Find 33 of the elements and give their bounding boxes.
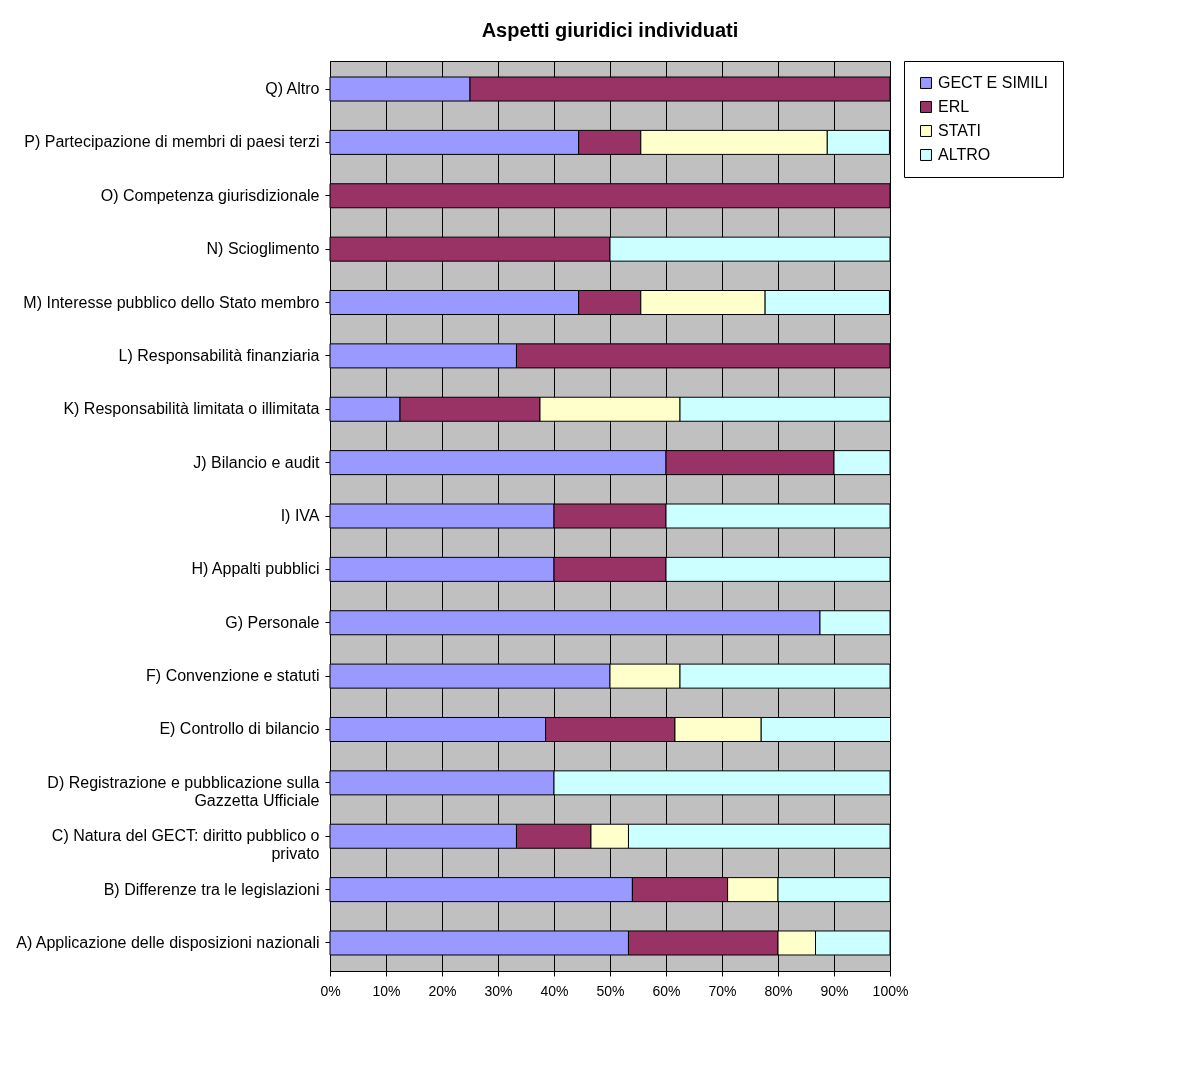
y-tick-label: E) Controllo di bilancio: [159, 720, 320, 738]
y-tick-label: B) Differenze tra le legislazioni: [103, 880, 320, 898]
legend-label: ERL: [938, 98, 970, 115]
y-tick-label: H) Appalti pubblici: [191, 560, 320, 578]
legend-label: GECT E SIMILI: [938, 74, 1048, 91]
x-tick-label: 30%: [484, 982, 513, 999]
y-tick-label: C) Natura del GECT: diritto pubblico o privato: [51, 827, 320, 863]
legend-label: STATI: [938, 122, 981, 139]
legend-label: ALTRO: [938, 146, 991, 163]
y-tick-label: L) Responsabilità finanziaria: [118, 346, 320, 364]
y-tick-label: I) IVA: [280, 507, 320, 524]
x-tick-label: 0%: [320, 982, 341, 999]
y-tick-label: J) Bilancio e audit: [193, 453, 321, 471]
x-tick-label: 40%: [540, 982, 569, 999]
x-tick-label: 80%: [764, 982, 793, 999]
x-tick-label: 100%: [872, 982, 909, 999]
y-tick-label: M) Interesse pubblico dello Stato membro: [23, 293, 320, 311]
x-tick-label: 20%: [428, 982, 457, 999]
y-tick-label: N) Scioglimento: [206, 240, 320, 258]
x-tick-label: 60%: [652, 982, 681, 999]
y-tick-label: F) Convenzione e statuti: [146, 667, 320, 685]
x-tick-label: 50%: [596, 982, 625, 999]
y-tick-label: P) Partecipazione di membri di paesi terzi: [24, 133, 320, 151]
chart-title: Aspetti giuridici individuati: [481, 18, 739, 41]
y-tick-label: G) Personale: [225, 613, 320, 631]
y-tick-label: D) Registrazione e pubblicazione sulla Gazzetta Ufficiale: [47, 773, 320, 809]
y-tick-label: K) Responsabilità limitata o illimitata: [63, 400, 320, 418]
y-tick-label: Q) Altro: [265, 80, 320, 98]
x-tick-label: 10%: [372, 982, 401, 999]
y-tick-label: O) Competenza giurisdizionale: [100, 186, 320, 204]
x-tick-label: 70%: [708, 982, 737, 999]
x-tick-label: 90%: [820, 982, 849, 999]
y-tick-label: A) Applicazione delle disposizioni nazionali: [16, 933, 320, 951]
